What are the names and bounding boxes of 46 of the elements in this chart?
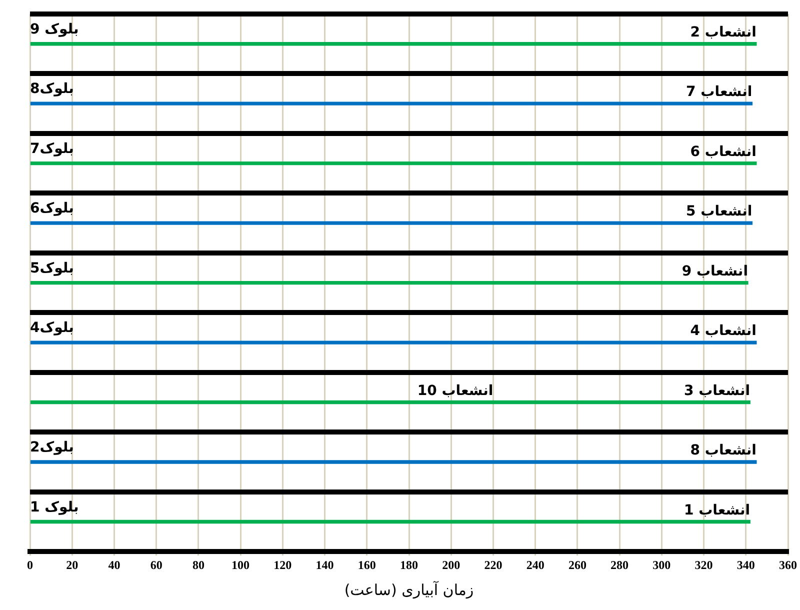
x-tick-label: 60 (150, 558, 162, 572)
y-tick-label: بلوک6 (30, 200, 74, 217)
x-tick-label: 160 (358, 558, 376, 572)
x-tick-label: 120 (274, 558, 292, 572)
bar (30, 280, 748, 285)
y-tick-label: بلوک8 (30, 81, 74, 98)
data-label: انشعاب 7 (686, 84, 752, 100)
data-label: انشعاب 3 (684, 382, 750, 399)
y-tick-label: بلوک 1 (30, 499, 79, 516)
bar (30, 162, 757, 166)
data-label: انشعاب 5 (686, 204, 752, 220)
bar (30, 42, 757, 46)
data-label: انشعاب 2 (690, 24, 756, 41)
x-tick-label: 100 (232, 558, 250, 572)
bar (30, 340, 757, 344)
y-tick-label: بلوک 9 (30, 22, 79, 38)
data-label: انشعاب 6 (690, 144, 756, 160)
data-label: انشعاب 1 (684, 502, 750, 518)
x-tick-label: 180 (400, 558, 418, 572)
x-tick-label: 200 (442, 558, 460, 572)
x-tick-label: 320 (694, 558, 713, 572)
data-label: انشعاب 4 (690, 323, 756, 340)
x-axis-title: زمان آبیاری (ساعت) (344, 580, 474, 599)
y-tick-label: بلوک7 (30, 140, 74, 157)
y-tick-label: بلوک2 (30, 440, 74, 456)
y-tick-label: بلوک4 (30, 320, 74, 336)
x-tick-label: 140 (316, 558, 334, 572)
bar (30, 221, 753, 225)
x-tick-label: 240 (526, 558, 544, 572)
bar (30, 460, 757, 464)
x-tick-label: 0 (27, 558, 33, 572)
bar (30, 102, 753, 106)
data-label: انشعاب 10 (417, 382, 494, 399)
x-tick-label: 300 (652, 558, 671, 572)
x-tick-label: 220 (484, 558, 502, 572)
data-label: انشعاب 9 (682, 263, 748, 280)
x-tick-label: 80 (192, 558, 204, 572)
data-label: انشعاب 8 (690, 442, 756, 459)
y-tick-label: بلوک5 (30, 260, 74, 276)
x-tick-label: 340 (736, 558, 755, 572)
x-tick-label: 280 (610, 558, 629, 572)
x-tick-label: 260 (568, 558, 586, 572)
bar (30, 520, 750, 524)
x-tick-label: 40 (108, 558, 120, 572)
x-tick-label: 360 (779, 558, 797, 572)
x-tick-label: 20 (66, 558, 78, 572)
